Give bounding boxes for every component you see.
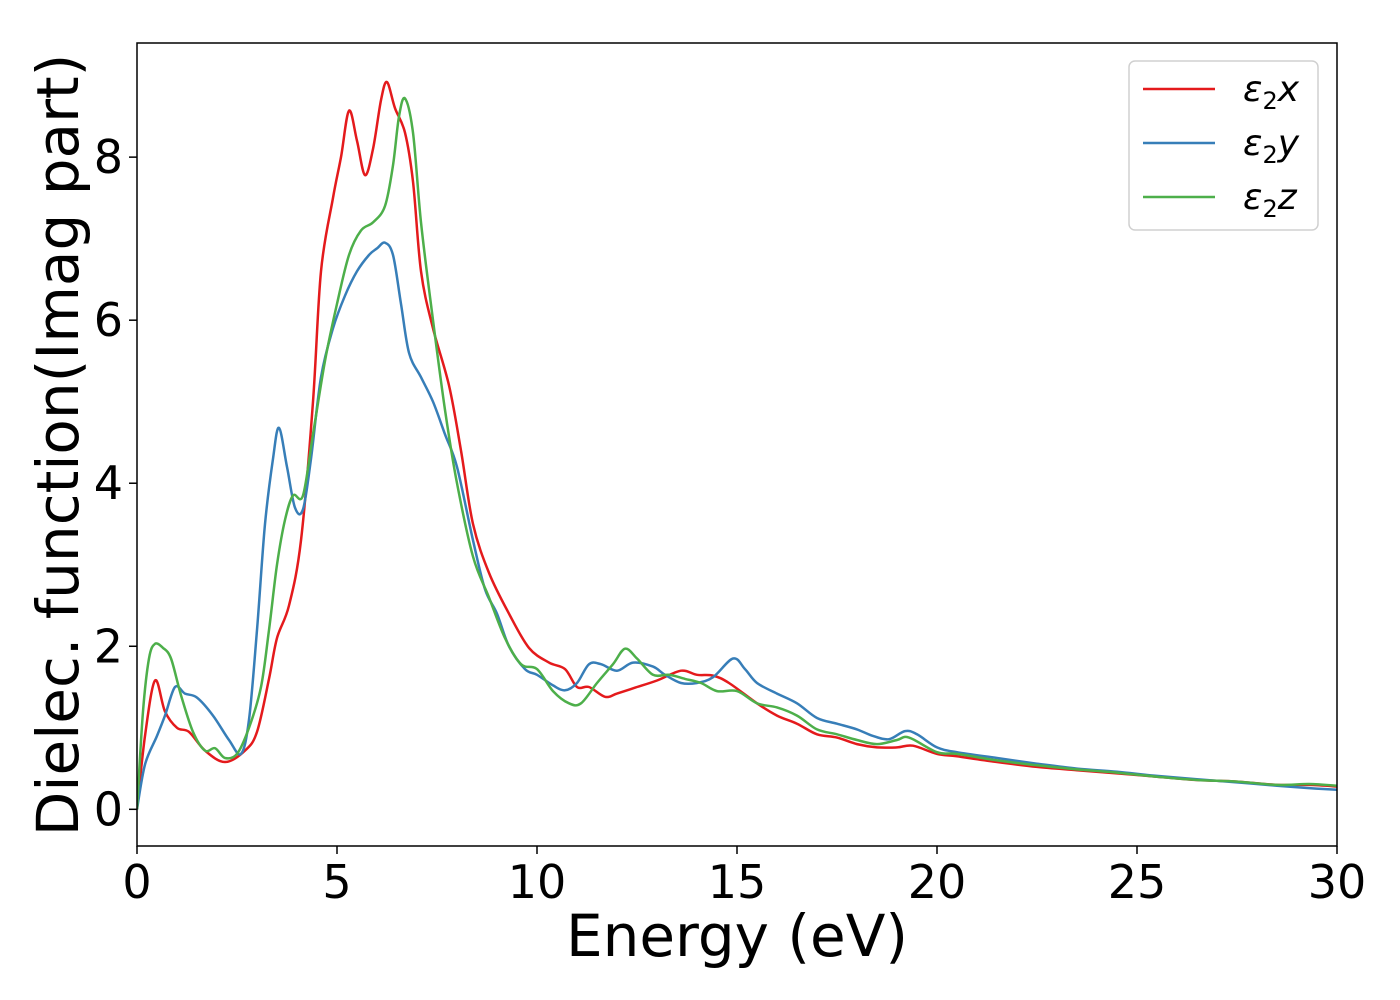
legend-box <box>1128 60 1319 231</box>
legend: ε2x ε2y ε2z <box>1128 60 1319 231</box>
y-tick-label: 4 <box>94 456 123 510</box>
x-tick-label: 30 <box>1308 855 1367 909</box>
y-tick-label: 8 <box>94 130 123 184</box>
series-line-z <box>137 96 1337 810</box>
x-axis-ticks: 0 5 10 15 20 25 30 <box>122 846 1366 909</box>
y-axis-ticks: 0 2 4 6 8 <box>94 130 137 836</box>
y-tick-label: 0 <box>94 782 123 836</box>
legend-label-y: ε2y <box>1243 123 1300 169</box>
x-tick-label: 25 <box>1108 855 1167 909</box>
legend-label-x: ε2x <box>1243 69 1300 115</box>
series-line-x <box>137 80 1337 810</box>
x-tick-label: 10 <box>508 855 567 909</box>
y-tick-label: 2 <box>94 619 123 673</box>
x-axis-title: Energy (eV) <box>566 902 908 970</box>
x-tick-label: 0 <box>122 855 151 909</box>
x-tick-label: 15 <box>708 855 767 909</box>
x-tick-label: 5 <box>322 855 351 909</box>
y-axis-title: Dielec. function(Imag part) <box>24 54 92 837</box>
legend-label-z: ε2z <box>1243 177 1298 223</box>
series-layer <box>137 80 1337 810</box>
x-tick-label: 20 <box>908 855 967 909</box>
y-tick-label: 6 <box>94 293 123 347</box>
